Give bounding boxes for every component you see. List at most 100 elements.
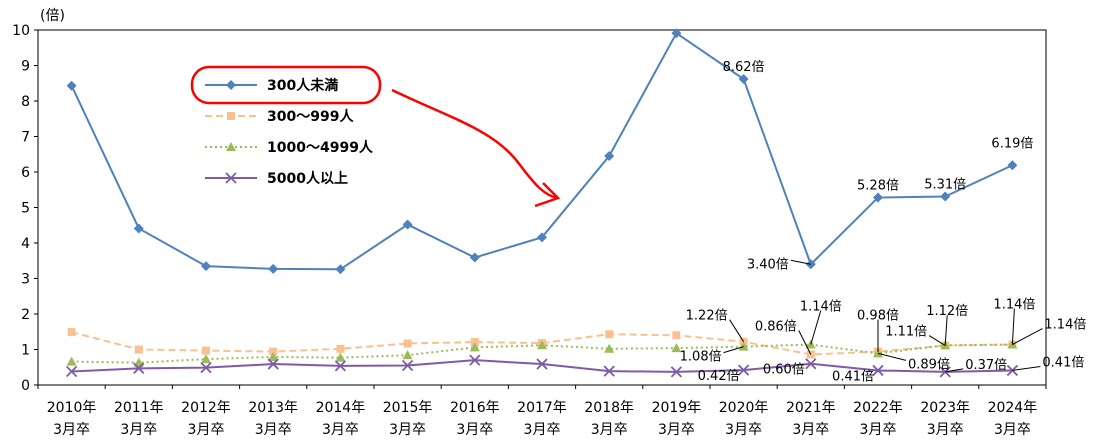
data-point	[202, 346, 210, 355]
data-point	[469, 354, 481, 366]
data-point	[268, 351, 279, 361]
data-point	[603, 365, 615, 377]
x-tick-label-year: 2014年	[316, 400, 366, 416]
data-point	[268, 263, 279, 274]
data-point	[133, 223, 144, 234]
data-label: 8.62倍	[723, 60, 765, 75]
y-tick-label: 8	[21, 94, 30, 110]
x-tick-label-month: 3月卒	[389, 422, 426, 438]
data-label: 1.22倍	[686, 309, 728, 324]
data-point	[67, 328, 76, 337]
annotation-leader	[790, 259, 811, 265]
data-point	[201, 354, 211, 364]
data-point	[269, 347, 278, 356]
legend-label: 1000～4999人	[267, 139, 374, 156]
data-point	[470, 338, 479, 347]
data-label: 1.14倍	[800, 300, 842, 315]
x-tick-label-year: 2011年	[114, 400, 164, 416]
x-tick-label-month: 3月卒	[255, 422, 292, 438]
data-point	[737, 364, 750, 376]
x-tick-label-year: 2015年	[383, 400, 433, 416]
x-tick-label-year: 2013年	[248, 400, 298, 416]
legend-marker	[227, 112, 235, 120]
data-label: 3.40倍	[747, 257, 789, 272]
data-label: 6.19倍	[991, 136, 1033, 151]
data-label: 0.41倍	[832, 369, 874, 384]
data-point	[536, 358, 548, 370]
legend-label: 300～999人	[267, 108, 354, 125]
x-tick-label-year: 2019年	[652, 400, 702, 416]
x-tick-label-month: 3月卒	[120, 422, 157, 438]
data-point	[401, 359, 414, 372]
data-label: 1.12倍	[926, 304, 968, 319]
highlight-arrowhead	[534, 182, 561, 208]
data-point	[336, 344, 345, 353]
data-label: 0.37倍	[965, 358, 1007, 373]
series-3	[66, 339, 1018, 367]
annotation-leader	[729, 319, 745, 342]
data-point	[133, 357, 144, 367]
x-tick-label-year: 2024年	[988, 400, 1038, 416]
y-tick-label: 7	[21, 130, 30, 146]
legend-label: 300人未満	[267, 77, 338, 94]
y-axis-unit-label: (倍)	[40, 8, 65, 24]
data-point	[334, 360, 347, 372]
data-point	[134, 345, 143, 354]
x-tick-label-month: 3月卒	[725, 422, 762, 438]
data-label: 0.60倍	[763, 363, 805, 378]
data-point	[672, 331, 681, 340]
data-point	[738, 341, 749, 351]
data-point	[940, 191, 951, 202]
data-point	[267, 358, 279, 370]
data-point	[65, 365, 78, 378]
y-tick-label: 3	[21, 272, 30, 288]
y-tick-label: 5	[21, 201, 30, 217]
annotation-leader	[798, 330, 812, 355]
y-tick-label: 0	[21, 378, 30, 394]
highlight-arrow	[391, 88, 559, 200]
data-point	[604, 151, 615, 162]
data-point	[605, 330, 614, 339]
data-point	[66, 356, 77, 366]
x-tick-label-year: 2012年	[181, 400, 231, 416]
y-tick-label: 6	[21, 165, 30, 181]
data-label: 5.31倍	[924, 177, 966, 192]
data-label: 1.14倍	[993, 298, 1035, 313]
y-tick-label: 2	[21, 307, 30, 323]
data-label: 1.14倍	[1044, 318, 1086, 333]
data-point	[873, 192, 883, 203]
x-tick-label-month: 3月卒	[792, 422, 829, 438]
x-tick-label-month: 3月卒	[927, 422, 964, 438]
axes: 0 1 2 3 4 5 6 7 8 9 10 2010年 3月卒 2011年 3月卒 2012年 3月卒 2013…	[12, 23, 1047, 438]
data-point	[335, 352, 346, 362]
x-tick-label-month: 3月卒	[591, 422, 628, 438]
x-tick-label-year: 2016年	[450, 400, 500, 416]
annotation-leader	[1012, 365, 1041, 371]
data-label: 1.08倍	[680, 350, 722, 365]
data-point	[403, 339, 412, 348]
x-tick-label-month: 3月卒	[53, 422, 90, 438]
data-point	[604, 343, 615, 353]
y-tick-label: 9	[21, 59, 30, 75]
highlight-ellipse	[190, 65, 382, 105]
x-tick-label-year: 2021年	[786, 400, 836, 416]
data-point	[402, 219, 413, 230]
data-point	[873, 348, 883, 358]
x-tick-label-year: 2017年	[517, 400, 567, 416]
x-tick-label-year: 2023年	[920, 400, 970, 416]
x-tick-label-month: 3月卒	[188, 422, 225, 438]
data-point	[133, 362, 145, 374]
data-point	[872, 364, 884, 377]
series-group	[65, 28, 1019, 378]
annotation-leader	[928, 335, 946, 347]
annotation-leader	[945, 368, 964, 373]
legend-marker	[225, 172, 237, 184]
data-point	[469, 342, 480, 352]
data-label: 0.89倍	[908, 357, 950, 372]
x-tick-label-year: 2020年	[719, 400, 769, 416]
data-label: 1.11倍	[885, 325, 927, 340]
data-point	[469, 252, 480, 263]
annotations: 8.62倍 3.40倍 5.28倍 5.31倍 6.19倍 1.22倍 1.08倍 0.42倍…	[680, 60, 1087, 384]
annotation-leader	[1012, 328, 1043, 345]
